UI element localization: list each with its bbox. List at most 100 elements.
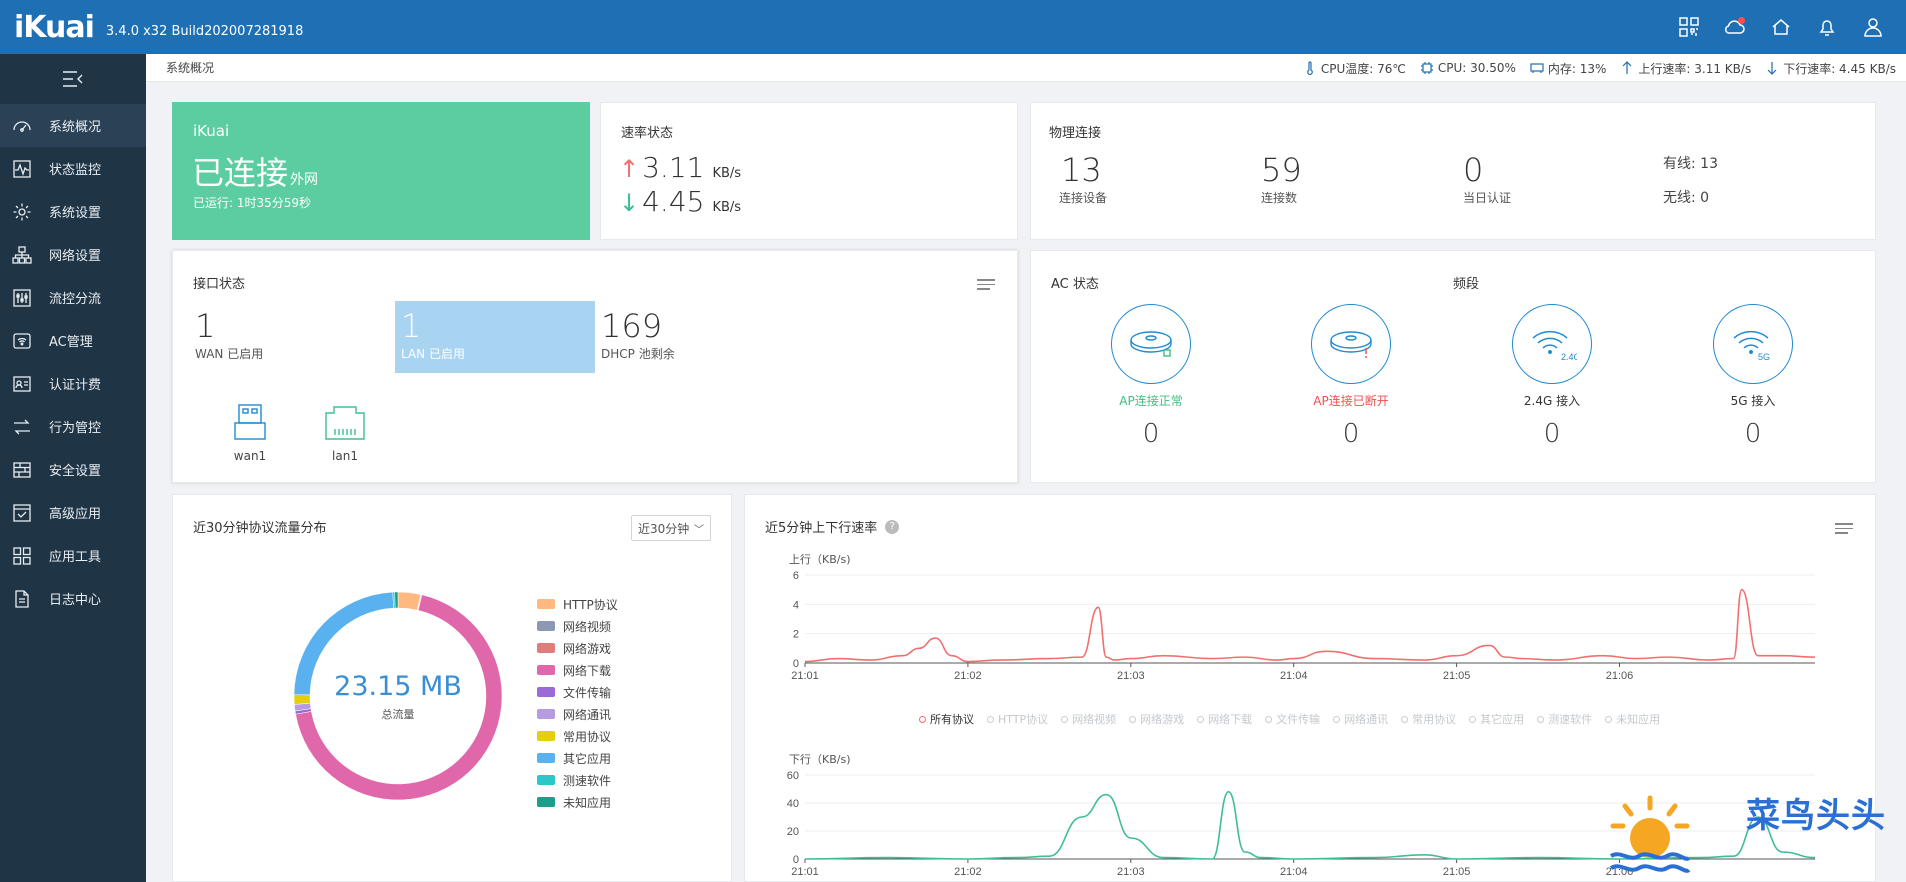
band-5g-badge: 5G bbox=[1758, 352, 1770, 362]
sidebar-item-label: 应用工具 bbox=[49, 550, 102, 565]
legend-swatch bbox=[537, 665, 555, 675]
wan1-port[interactable]: wan1 bbox=[225, 403, 275, 463]
collapse-menu-icon[interactable] bbox=[0, 54, 146, 104]
ap-offline: AP连接已断开 0 bbox=[1311, 304, 1391, 449]
x-tick-label: 21:05 bbox=[1443, 670, 1471, 682]
lan-value: 1 bbox=[401, 307, 422, 345]
legend-item[interactable]: 网络通讯 bbox=[1333, 711, 1388, 727]
x-tick-label: 21:05 bbox=[1443, 866, 1471, 878]
series-line bbox=[804, 588, 1816, 663]
sidebar-item-behavior[interactable]: 行为管控 bbox=[0, 405, 146, 448]
interface-status-card: 接口状态 1 WAN 已启用 1 LAN 已启用 169 DHCP 池剩余 wa… bbox=[172, 250, 1018, 483]
legend-item[interactable]: 网络通讯 bbox=[537, 703, 618, 725]
band-24g-label: 2.4G 接入 bbox=[1523, 394, 1581, 408]
x-tick-label: 21:02 bbox=[954, 866, 982, 878]
up-speed-stat: 上行速率: 3.11 KB/s bbox=[1620, 60, 1751, 77]
upload-line-chart: 0 2 4 6 21:01 21:02 21:03 21:04 21:05 21:06 bbox=[791, 570, 1816, 682]
legend-dot bbox=[1537, 715, 1545, 723]
legend-label: 网络游戏 bbox=[563, 641, 612, 656]
ap-online-value: 0 bbox=[1142, 419, 1160, 449]
sidebar-item-tools[interactable]: 应用工具 bbox=[0, 534, 146, 577]
legend-item[interactable]: 未知应用 bbox=[537, 791, 618, 813]
sidebar-item-security[interactable]: 安全设置 bbox=[0, 448, 146, 491]
up-speed-text: 上行速率: 3.11 KB/s bbox=[1638, 61, 1752, 76]
legend-label: 网络游戏 bbox=[1140, 713, 1185, 726]
legend-item[interactable]: 测速软件 bbox=[537, 769, 618, 791]
cloud-icon[interactable] bbox=[1712, 0, 1758, 54]
sidebar-item-label: 高级应用 bbox=[49, 507, 102, 522]
wan-stat: 1 WAN 已启用 bbox=[195, 307, 263, 362]
sidebar-item-flow-control[interactable]: 流控分流 bbox=[0, 276, 146, 319]
time-range-value: 近30分钟 bbox=[638, 521, 690, 536]
y-tick-label: 2 bbox=[793, 629, 799, 641]
user-icon[interactable] bbox=[1850, 0, 1896, 54]
sidebar-item-label: AC管理 bbox=[49, 335, 93, 350]
line-chart-legend: 所有协议 HTTP协议 网络视频 网络游戏 网络下载 文件传输 网络通讯 常用协议 其它应用 测速… bbox=[919, 711, 1673, 727]
wifi-24g-icon: 2.4G bbox=[1512, 304, 1592, 384]
lan-stat[interactable]: 1 LAN 已启用 bbox=[395, 301, 595, 373]
ap-offline-label: AP连接已断开 bbox=[1313, 394, 1389, 408]
sidebar-item-label: 系统概况 bbox=[49, 120, 102, 135]
time-range-select[interactable]: 近30分钟 ﹀ bbox=[631, 515, 711, 541]
legend-item[interactable]: 网络视频 bbox=[1061, 711, 1116, 727]
sidebar-item-network[interactable]: 网络设置 bbox=[0, 233, 146, 276]
up-rate: ↑ 3.11 KB/s bbox=[619, 151, 741, 184]
system-stats: CPU温度: 76℃ CPU: 30.50% 内存: 13% 上行速率: 3.1… bbox=[1289, 54, 1896, 82]
legend-item[interactable]: 所有协议 bbox=[919, 711, 974, 727]
legend-item[interactable]: 网络视频 bbox=[537, 615, 618, 637]
legend-item[interactable]: HTTP协议 bbox=[537, 593, 618, 615]
legend-label: 常用协议 bbox=[1412, 713, 1457, 726]
legend-swatch bbox=[537, 797, 555, 807]
down-arrow-icon: ↓ bbox=[619, 189, 640, 217]
legend-item[interactable]: 网络游戏 bbox=[537, 637, 618, 659]
menu-icon[interactable] bbox=[977, 279, 995, 293]
legend-item[interactable]: 常用协议 bbox=[537, 725, 618, 747]
pulse-icon bbox=[13, 159, 31, 178]
legend-dot bbox=[1197, 715, 1205, 723]
sidebar-item-monitor[interactable]: 状态监控 bbox=[0, 147, 146, 190]
donut-slice bbox=[397, 591, 421, 611]
help-icon[interactable]: ? bbox=[885, 519, 900, 534]
status-brand: iKuai bbox=[193, 122, 230, 140]
sidebar-item-advanced[interactable]: 高级应用 bbox=[0, 491, 146, 534]
series-line bbox=[804, 790, 1816, 860]
legend-item[interactable]: 网络下载 bbox=[537, 659, 618, 681]
sidebar-item-auth[interactable]: 认证计费 bbox=[0, 362, 146, 405]
legend-item[interactable]: 未知应用 bbox=[1605, 711, 1660, 727]
card-title: 物理连接 bbox=[1049, 126, 1102, 141]
legend-item[interactable]: 网络下载 bbox=[1197, 711, 1252, 727]
sidebar-item-logs[interactable]: 日志中心 bbox=[0, 577, 146, 620]
sidebar-item-overview[interactable]: 系统概况 bbox=[0, 104, 146, 147]
legend-label: 文件传输 bbox=[563, 685, 612, 700]
legend-label: 未知应用 bbox=[1616, 713, 1661, 726]
legend-label: 网络通讯 bbox=[563, 707, 612, 722]
legend-item[interactable]: 常用协议 bbox=[1401, 711, 1456, 727]
network-icon bbox=[12, 245, 32, 264]
legend-dot bbox=[919, 715, 926, 723]
grid-icon[interactable] bbox=[1666, 0, 1712, 54]
legend-item[interactable]: 文件传输 bbox=[537, 681, 618, 703]
legend-item[interactable]: HTTP协议 bbox=[987, 711, 1048, 727]
devices-label: 连接设备 bbox=[1059, 191, 1108, 205]
home-icon[interactable] bbox=[1758, 0, 1804, 54]
legend-item[interactable]: 文件传输 bbox=[1265, 711, 1320, 727]
legend-item[interactable]: 其它应用 bbox=[1469, 711, 1524, 727]
app-logo[interactable]: iKuai bbox=[14, 9, 95, 45]
memory-icon bbox=[1530, 63, 1544, 73]
legend-item[interactable]: 测速软件 bbox=[1537, 711, 1592, 727]
sidebar-item-ac[interactable]: AC管理 bbox=[0, 319, 146, 362]
connection-status: 已连接 bbox=[192, 154, 289, 192]
legend-item[interactable]: 其它应用 bbox=[537, 747, 618, 769]
devices-value: 13 bbox=[1061, 151, 1102, 189]
menu-icon[interactable] bbox=[1835, 523, 1853, 537]
bell-icon[interactable] bbox=[1804, 0, 1850, 54]
wireless-count: 无线: 0 bbox=[1663, 190, 1710, 206]
sidebar-item-system-settings[interactable]: 系统设置 bbox=[0, 190, 146, 233]
legend-item[interactable]: 网络游戏 bbox=[1129, 711, 1184, 727]
down-rate-value: 4.45 bbox=[642, 185, 705, 218]
port-label: lan1 bbox=[332, 449, 358, 463]
x-tick-label: 21:02 bbox=[954, 670, 982, 682]
lan1-port[interactable]: lan1 bbox=[323, 403, 367, 463]
ap-offline-value: 0 bbox=[1342, 419, 1360, 449]
breadcrumb: 系统概况 bbox=[166, 61, 215, 75]
